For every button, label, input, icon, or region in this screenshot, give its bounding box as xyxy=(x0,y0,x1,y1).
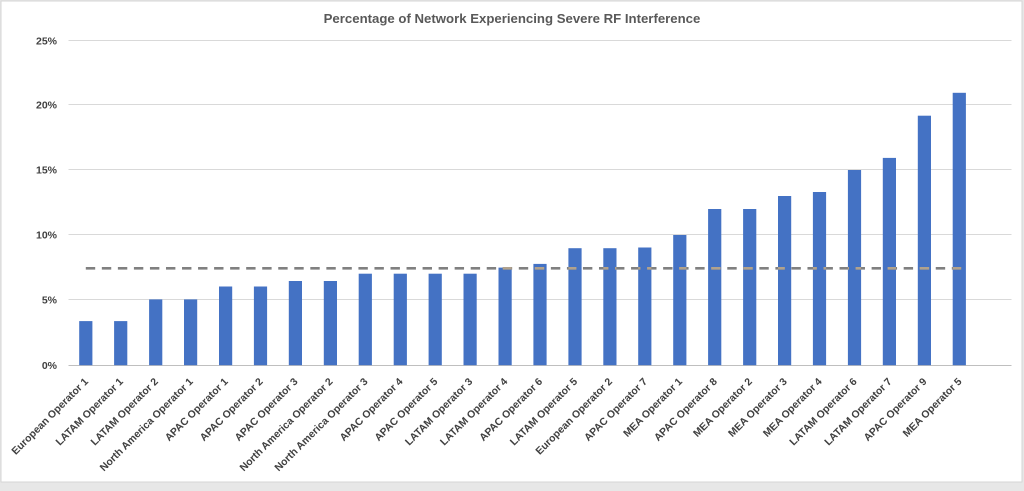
svg-text:10%: 10% xyxy=(36,230,58,242)
svg-text:5%: 5% xyxy=(42,295,58,307)
svg-text:25%: 25% xyxy=(36,36,58,48)
svg-text:15%: 15% xyxy=(36,165,58,177)
svg-text:Percentage of Network Experien: Percentage of Network Experiencing Sever… xyxy=(324,11,701,26)
svg-text:20%: 20% xyxy=(36,100,58,112)
svg-text:0%: 0% xyxy=(42,360,58,372)
